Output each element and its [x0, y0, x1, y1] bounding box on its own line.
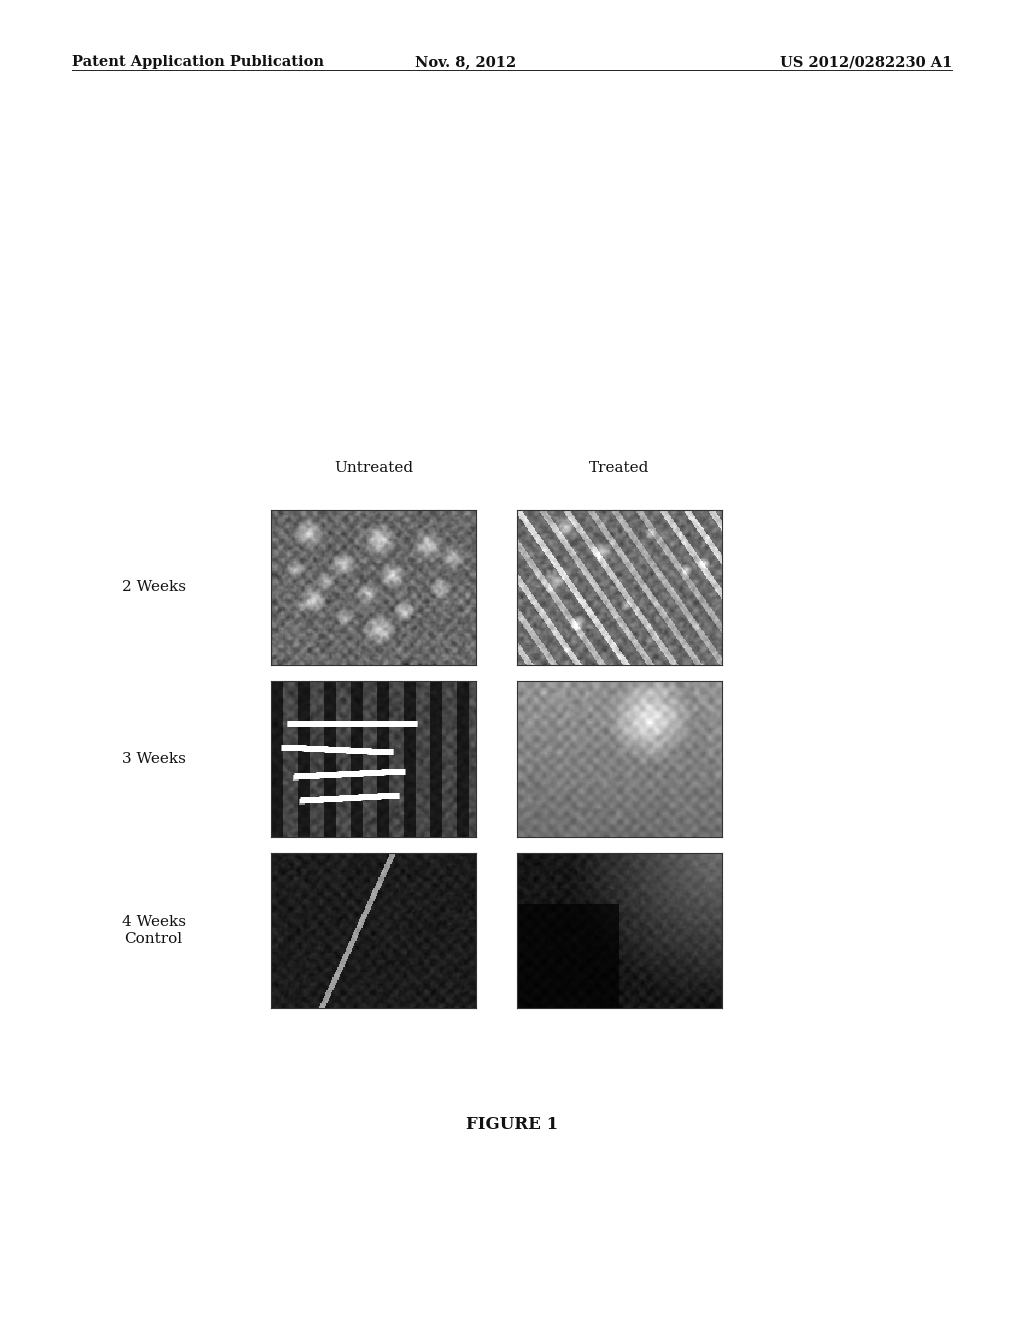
Text: US 2012/0282230 A1: US 2012/0282230 A1 [780, 55, 952, 70]
Text: Nov. 8, 2012: Nov. 8, 2012 [416, 55, 516, 70]
Text: 3 Weeks: 3 Weeks [122, 752, 185, 766]
Text: FIGURE 1: FIGURE 1 [466, 1117, 558, 1133]
Text: Untreated: Untreated [334, 461, 414, 475]
Text: 4 Weeks
Control: 4 Weeks Control [122, 916, 185, 945]
Text: Patent Application Publication: Patent Application Publication [72, 55, 324, 70]
Text: Treated: Treated [590, 461, 649, 475]
Text: 2 Weeks: 2 Weeks [122, 581, 185, 594]
